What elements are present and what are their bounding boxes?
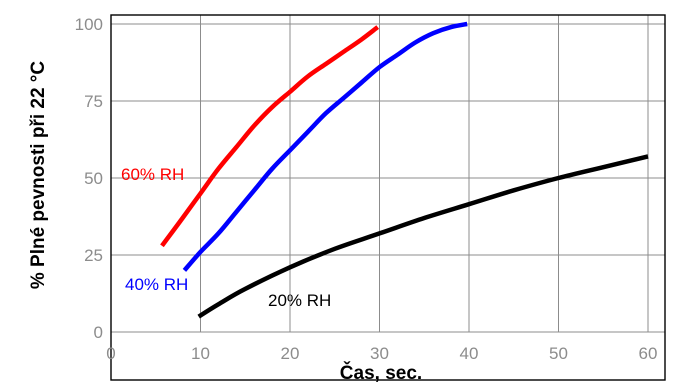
series-line-40-rh: [182, 21, 468, 272]
series-label-20rh: 20% RH: [268, 291, 331, 310]
y-tick-label: 25: [84, 246, 103, 265]
x-axis-title: Čas, sec.: [340, 362, 422, 384]
x-tick-label: 10: [191, 344, 210, 363]
x-tick-label: 30: [370, 344, 389, 363]
grid: [110, 15, 665, 333]
x-tick-label: 20: [281, 344, 300, 363]
series-lines: [160, 21, 649, 319]
series-label-40rh: 40% RH: [125, 275, 188, 294]
x-tick-label: 60: [639, 344, 658, 363]
series-line-20-rh: [197, 154, 649, 319]
y-tick-label: 100: [75, 15, 103, 34]
plot-area-frame: [110, 14, 666, 381]
x-tick-label: 0: [106, 344, 115, 363]
y-axis-title: % Plné pevnosti při 22 °C: [28, 61, 49, 290]
tick-labels: 0 10 20 30 40 50 60 0 25 50 75 100: [75, 15, 658, 363]
y-tick-label: 0: [94, 323, 103, 342]
y-tick-label: 50: [84, 169, 103, 188]
series-label-60rh: 60% RH: [121, 165, 184, 184]
y-tick-label: 75: [84, 92, 103, 111]
x-tick-label: 50: [549, 344, 568, 363]
x-tick-label: 40: [460, 344, 479, 363]
series-line-60-rh: [160, 25, 380, 248]
